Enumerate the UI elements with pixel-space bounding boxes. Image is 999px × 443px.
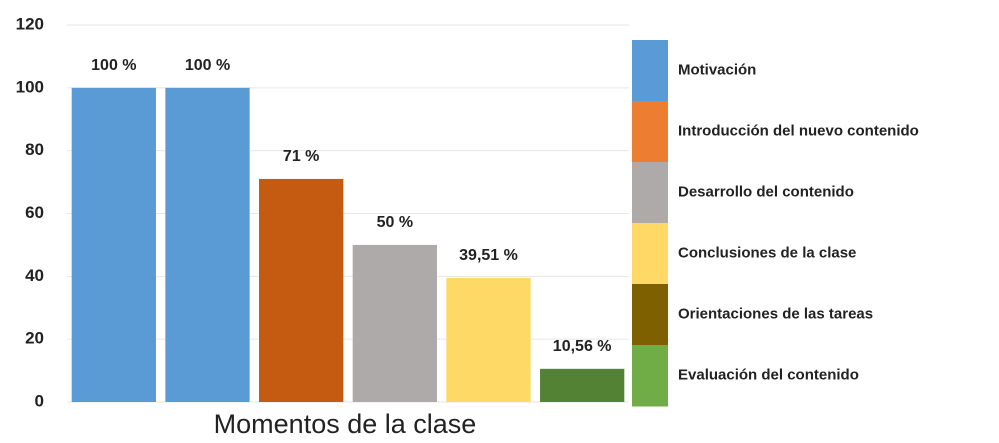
y-tick-label: 40 xyxy=(25,266,44,285)
bar xyxy=(259,178,344,402)
bar xyxy=(71,87,156,402)
legend-swatch xyxy=(632,284,668,346)
legend-swatch xyxy=(632,101,668,163)
y-tick-label: 80 xyxy=(25,140,44,159)
legend-swatch xyxy=(632,223,668,285)
y-tick-label: 100 xyxy=(16,77,44,96)
legend-label: Orientaciones de las tareas xyxy=(678,305,873,322)
bar xyxy=(352,244,437,402)
value-label: 100 % xyxy=(91,57,136,74)
legend-swatch xyxy=(632,162,668,224)
y-tick-label: 60 xyxy=(25,203,44,222)
legend-label: Evaluación del contenido xyxy=(678,366,859,383)
legend-swatch xyxy=(632,345,668,407)
x-axis-title: Momentos de la clase xyxy=(214,409,477,439)
value-label: 71 % xyxy=(283,148,319,165)
value-label: 39,51 % xyxy=(459,247,518,264)
legend-label: Conclusiones de la clase xyxy=(678,244,856,261)
value-label: 50 % xyxy=(377,214,413,231)
y-tick-label: 120 xyxy=(16,14,44,33)
y-tick-label: 0 xyxy=(35,391,44,410)
legend-label: Motivación xyxy=(678,61,756,78)
legend-label: Introducción del nuevo contenido xyxy=(678,122,919,139)
value-label: 10,56 % xyxy=(553,338,612,355)
bar xyxy=(165,87,250,402)
legend-label: Desarrollo del contenido xyxy=(678,183,854,200)
bar xyxy=(540,368,625,402)
bar xyxy=(446,277,531,402)
y-tick-label: 20 xyxy=(25,329,44,348)
legend-swatch xyxy=(632,40,668,102)
value-label: 100 % xyxy=(185,57,230,74)
